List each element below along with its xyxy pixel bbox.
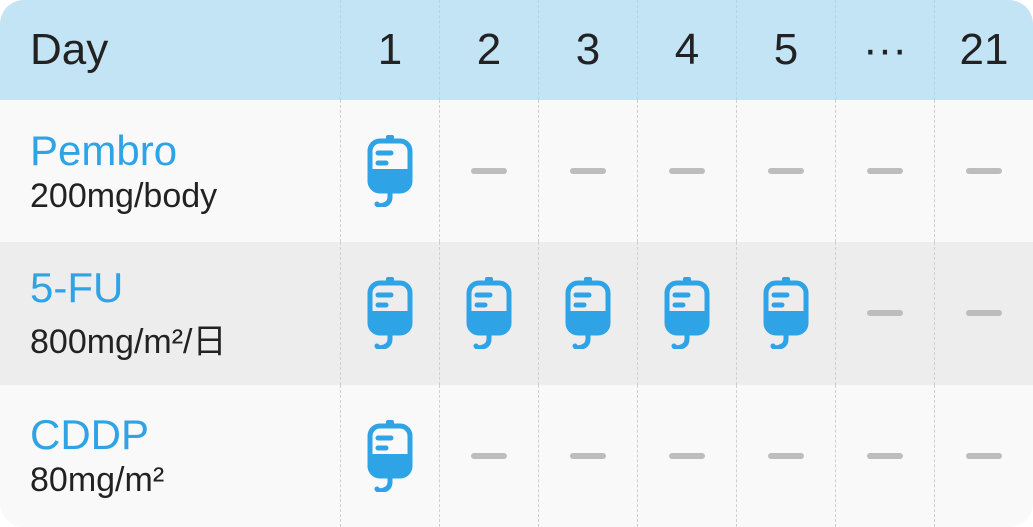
- schedule-cell: [637, 100, 736, 242]
- no-dose-dash: [669, 168, 705, 174]
- no-dose-dash: [768, 453, 804, 459]
- drug-dose: 800mg/m²/日: [30, 314, 340, 363]
- header-label-cell: Day: [0, 25, 340, 75]
- rows-container: Pembro200mg/body 5-FU800mg/m²/日 CDDP80mg/m…: [0, 100, 1033, 527]
- drug-row: Pembro200mg/body: [0, 100, 1033, 242]
- schedule-cell: [835, 242, 934, 384]
- drug-label-cell: CDDP80mg/m²: [0, 411, 340, 500]
- no-dose-dash: [966, 310, 1002, 316]
- header-day-3: 3: [538, 0, 637, 100]
- iv-bag-icon: [760, 277, 812, 349]
- drug-label-cell: Pembro200mg/body: [0, 127, 340, 216]
- drug-name: CDDP: [30, 411, 340, 459]
- regimen-table: Day 1 2 3 4 5 ··· 21 Pembro200mg/body 5-F…: [0, 0, 1033, 527]
- schedule-cell: [637, 242, 736, 384]
- schedule-cell: [538, 100, 637, 242]
- header-day-5: 5: [736, 0, 835, 100]
- schedule-cell: [439, 242, 538, 384]
- header-day-4: 4: [637, 0, 736, 100]
- drug-row: CDDP80mg/m²: [0, 385, 1033, 527]
- schedule-cell: [736, 100, 835, 242]
- header-day-21: 21: [934, 0, 1033, 100]
- schedule-cell: [934, 100, 1033, 242]
- no-dose-dash: [768, 168, 804, 174]
- no-dose-dash: [669, 453, 705, 459]
- iv-bag-icon: [661, 277, 713, 349]
- drug-name: Pembro: [30, 127, 340, 175]
- drug-label-cell: 5-FU800mg/m²/日: [0, 264, 340, 363]
- header-row: Day 1 2 3 4 5 ··· 21: [0, 0, 1033, 100]
- iv-bag-icon: [562, 277, 614, 349]
- schedule-cell: [637, 385, 736, 527]
- schedule-cell: [934, 385, 1033, 527]
- schedule-cell: [835, 100, 934, 242]
- schedule-cell: [736, 385, 835, 527]
- schedule-cell: [439, 100, 538, 242]
- no-dose-dash: [471, 453, 507, 459]
- drug-dose: 80mg/m²: [30, 461, 340, 500]
- schedule-cell: [439, 385, 538, 527]
- iv-bag-icon: [364, 135, 416, 207]
- drug-dose: 200mg/body: [30, 177, 340, 216]
- no-dose-dash: [570, 168, 606, 174]
- header-label: Day: [30, 25, 340, 75]
- header-day-ellipsis: ···: [835, 0, 934, 100]
- no-dose-dash: [867, 453, 903, 459]
- iv-bag-icon: [364, 420, 416, 492]
- no-dose-dash: [570, 453, 606, 459]
- no-dose-dash: [966, 168, 1002, 174]
- drug-name: 5-FU: [30, 264, 340, 312]
- no-dose-dash: [966, 453, 1002, 459]
- schedule-cell: [340, 242, 439, 384]
- no-dose-dash: [867, 168, 903, 174]
- header-day-1: 1: [340, 0, 439, 100]
- schedule-cell: [538, 385, 637, 527]
- schedule-cell: [835, 385, 934, 527]
- no-dose-dash: [471, 168, 507, 174]
- drug-row: 5-FU800mg/m²/日: [0, 242, 1033, 384]
- schedule-cell: [736, 242, 835, 384]
- schedule-cell: [538, 242, 637, 384]
- schedule-cell: [340, 100, 439, 242]
- iv-bag-icon: [364, 277, 416, 349]
- iv-bag-icon: [463, 277, 515, 349]
- header-day-2: 2: [439, 0, 538, 100]
- no-dose-dash: [867, 310, 903, 316]
- schedule-cell: [340, 385, 439, 527]
- schedule-cell: [934, 242, 1033, 384]
